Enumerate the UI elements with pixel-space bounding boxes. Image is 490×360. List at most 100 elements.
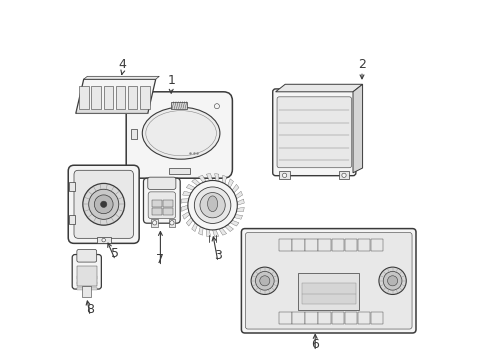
- Bar: [332, 239, 344, 251]
- Polygon shape: [198, 175, 206, 183]
- Bar: [344, 312, 357, 324]
- Polygon shape: [237, 207, 244, 212]
- Bar: [371, 239, 383, 251]
- Circle shape: [255, 271, 274, 290]
- Circle shape: [100, 201, 107, 207]
- Circle shape: [170, 221, 174, 225]
- Bar: [293, 239, 305, 251]
- Circle shape: [260, 276, 270, 286]
- Polygon shape: [228, 179, 234, 188]
- Circle shape: [282, 173, 287, 177]
- Text: 5: 5: [111, 247, 120, 260]
- Bar: [69, 215, 75, 224]
- Bar: [305, 239, 318, 251]
- Bar: [152, 208, 162, 215]
- Text: 2: 2: [358, 58, 366, 71]
- Circle shape: [152, 221, 157, 225]
- Polygon shape: [222, 175, 226, 184]
- Bar: [298, 273, 359, 310]
- Bar: [131, 129, 137, 139]
- Bar: [77, 276, 97, 279]
- Circle shape: [83, 184, 124, 225]
- Circle shape: [139, 104, 144, 109]
- Text: 7: 7: [156, 253, 165, 266]
- Bar: [169, 168, 190, 174]
- Bar: [339, 171, 349, 179]
- FancyBboxPatch shape: [126, 92, 232, 178]
- Polygon shape: [79, 86, 89, 109]
- Polygon shape: [183, 212, 190, 219]
- Text: 1: 1: [167, 75, 175, 87]
- Text: 4: 4: [119, 58, 126, 71]
- FancyBboxPatch shape: [77, 249, 97, 262]
- Polygon shape: [192, 179, 200, 186]
- Bar: [344, 239, 357, 251]
- Polygon shape: [234, 215, 243, 219]
- Bar: [169, 219, 175, 227]
- Bar: [305, 312, 318, 324]
- Bar: [151, 219, 158, 227]
- Bar: [293, 312, 305, 324]
- Bar: [279, 239, 292, 251]
- Polygon shape: [235, 191, 243, 199]
- Bar: [163, 208, 173, 215]
- Circle shape: [379, 267, 406, 294]
- Polygon shape: [230, 220, 239, 226]
- Bar: [69, 182, 75, 191]
- FancyBboxPatch shape: [72, 255, 101, 289]
- Polygon shape: [206, 229, 211, 237]
- Polygon shape: [213, 230, 219, 237]
- Bar: [152, 200, 162, 207]
- FancyBboxPatch shape: [144, 178, 180, 223]
- FancyBboxPatch shape: [148, 192, 175, 219]
- Bar: [77, 287, 97, 290]
- Polygon shape: [237, 199, 244, 205]
- Text: 8: 8: [86, 303, 94, 316]
- Circle shape: [383, 271, 402, 290]
- FancyBboxPatch shape: [242, 229, 416, 333]
- Polygon shape: [181, 199, 189, 203]
- Polygon shape: [192, 223, 197, 231]
- Bar: [172, 102, 187, 109]
- FancyBboxPatch shape: [273, 89, 356, 176]
- Bar: [358, 239, 370, 251]
- Polygon shape: [92, 86, 101, 109]
- Bar: [279, 171, 290, 179]
- Bar: [82, 286, 91, 297]
- Polygon shape: [186, 217, 193, 226]
- Bar: [97, 237, 111, 243]
- Bar: [77, 282, 97, 284]
- FancyBboxPatch shape: [74, 170, 133, 238]
- Circle shape: [342, 173, 346, 177]
- FancyBboxPatch shape: [245, 233, 412, 329]
- Polygon shape: [181, 205, 188, 211]
- Bar: [371, 312, 383, 324]
- Polygon shape: [206, 174, 213, 181]
- FancyBboxPatch shape: [148, 177, 176, 189]
- Circle shape: [215, 104, 220, 109]
- Circle shape: [94, 195, 113, 214]
- Polygon shape: [225, 225, 234, 231]
- Polygon shape: [198, 226, 203, 235]
- Circle shape: [195, 187, 231, 224]
- Ellipse shape: [142, 107, 220, 159]
- Polygon shape: [103, 86, 113, 109]
- Polygon shape: [353, 84, 363, 173]
- Circle shape: [251, 267, 278, 294]
- Polygon shape: [84, 76, 159, 79]
- Circle shape: [188, 180, 237, 230]
- Text: 6: 6: [311, 338, 319, 351]
- Polygon shape: [275, 84, 363, 92]
- Circle shape: [200, 193, 225, 218]
- Bar: [332, 312, 344, 324]
- Bar: [302, 283, 356, 304]
- Bar: [318, 239, 331, 251]
- Polygon shape: [128, 86, 138, 109]
- FancyBboxPatch shape: [277, 97, 351, 168]
- Circle shape: [388, 276, 398, 286]
- Polygon shape: [116, 86, 125, 109]
- Bar: [358, 312, 370, 324]
- Bar: [77, 266, 97, 286]
- Polygon shape: [76, 79, 156, 113]
- Text: 3: 3: [214, 249, 222, 262]
